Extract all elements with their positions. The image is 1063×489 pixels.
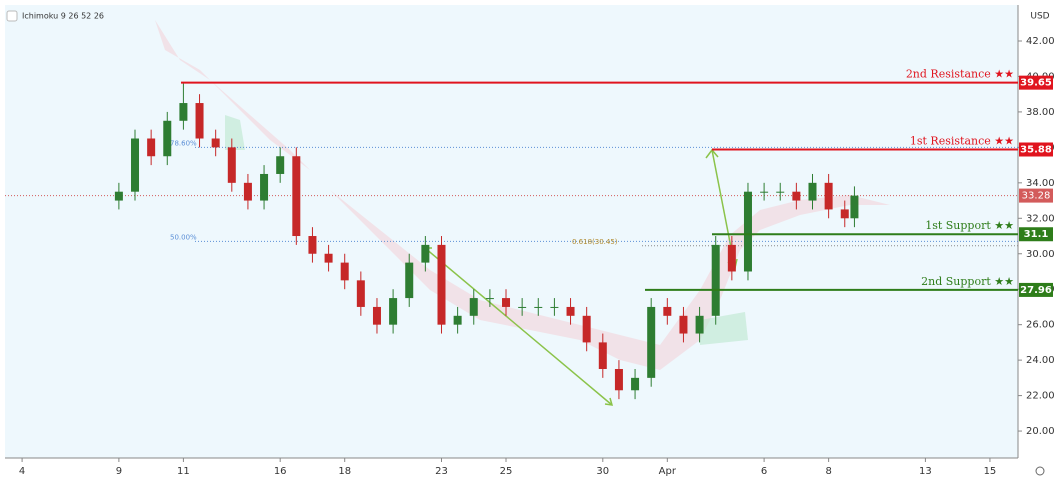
level-value-box: [1019, 282, 1053, 297]
candle-body: [792, 191, 801, 201]
candle-body: [760, 191, 769, 193]
candle-body: [324, 253, 333, 263]
x-tick-label: 15: [984, 466, 997, 477]
candle-body: [453, 315, 462, 325]
candle-body: [437, 244, 446, 325]
candle-body: [550, 306, 559, 308]
last-price-box: [1019, 188, 1053, 203]
candle-body: [840, 209, 849, 219]
level-value: 39.65: [1020, 78, 1052, 89]
x-tick-label: 6: [761, 466, 767, 477]
y-tick-label: 20.00: [1026, 426, 1055, 437]
candle-body: [695, 315, 704, 334]
indicator-label: Ichimoku 9 26 52 26: [22, 12, 104, 21]
candle-body: [743, 191, 752, 272]
candle-body: [179, 103, 188, 121]
collapse-button[interactable]: [6, 10, 18, 22]
candle-body: [308, 236, 317, 254]
candle-body: [389, 298, 398, 325]
y-tick-label: 30.00: [1026, 249, 1055, 260]
candle-body: [850, 195, 859, 219]
candle-body: [227, 147, 236, 183]
level-value-box: [1019, 227, 1053, 242]
candle-body: [776, 191, 785, 193]
x-tick-label: 16: [274, 466, 287, 477]
y-tick-label: 34.00: [1026, 178, 1055, 189]
candle-body: [211, 138, 220, 148]
y-tick-label: 24.00: [1026, 355, 1055, 366]
x-tick-label: Apr: [659, 466, 677, 477]
currency-label: USD: [1030, 12, 1049, 22]
y-tick-label: 42.00: [1026, 36, 1055, 47]
x-tick-label: 23: [435, 466, 448, 477]
x-tick-label: 30: [596, 466, 609, 477]
candle-body: [614, 368, 623, 391]
level-value-box: [1019, 142, 1053, 157]
candle-body: [421, 244, 430, 263]
level-value-box: [1019, 75, 1053, 90]
ichimoku-cloud-green: [700, 312, 748, 345]
candle-body: [340, 262, 349, 281]
candle-body: [647, 306, 656, 378]
fib-label: 0.618(30.45): [572, 238, 618, 246]
candle-body: [808, 182, 817, 201]
x-tick-label: 18: [338, 466, 351, 477]
candle-body: [534, 306, 543, 308]
candle-body: [260, 173, 269, 201]
candle-body: [582, 315, 591, 343]
candle-body: [502, 298, 511, 307]
candle-body: [663, 306, 672, 316]
candle-body: [469, 298, 478, 316]
candle-body: [195, 103, 204, 139]
x-tick-label: 11: [177, 466, 190, 477]
x-tick-label: 9: [116, 466, 122, 477]
y-tick-label: 38.00: [1026, 107, 1055, 118]
level-name: 2nd Resistance ★★: [906, 68, 1014, 81]
x-tick-label: 8: [825, 466, 831, 477]
candle-body: [679, 315, 688, 334]
candle-body: [824, 182, 833, 210]
level-value: 35.88: [1020, 144, 1052, 155]
candle-body: [243, 182, 252, 201]
candle-body: [631, 377, 640, 391]
candle-body: [405, 262, 414, 299]
ichimoku-cloud-green: [225, 115, 245, 150]
candle-body: [598, 342, 607, 369]
level-name: 2nd Support ★★: [921, 275, 1014, 288]
candle-body: [727, 244, 736, 272]
candle-body: [518, 306, 527, 308]
y-tick-label: 26.00: [1026, 320, 1055, 331]
fib-label: 78.60%: [170, 139, 197, 147]
candle-body: [292, 156, 301, 237]
x-tick-label: 25: [500, 466, 513, 477]
x-tick-label: 4: [19, 466, 25, 477]
candle-body: [372, 306, 381, 325]
candle-body: [566, 306, 575, 316]
candle-body: [356, 280, 365, 307]
y-tick-label: 22.00: [1026, 391, 1055, 402]
candle-body: [276, 156, 285, 174]
candle-body: [114, 191, 123, 201]
candle-body: [711, 244, 720, 316]
candle-body: [131, 138, 140, 192]
plot-area: [5, 5, 1018, 458]
level-value: 31.1: [1024, 229, 1049, 240]
last-price: 33.28: [1022, 191, 1051, 202]
fib-label: 50.00%: [170, 233, 197, 241]
level-name: 1st Resistance ★★: [910, 134, 1014, 147]
candle-body: [147, 138, 156, 157]
settings-button[interactable]: [1035, 466, 1045, 476]
y-tick-label: 32.00: [1026, 213, 1055, 224]
x-tick-label: 13: [919, 466, 932, 477]
candle-body: [163, 120, 172, 157]
candle-body: [485, 298, 494, 300]
level-name: 1st Support ★★: [925, 219, 1014, 232]
level-value: 27.96: [1020, 285, 1052, 296]
ichimoku-cloud: [155, 20, 890, 370]
